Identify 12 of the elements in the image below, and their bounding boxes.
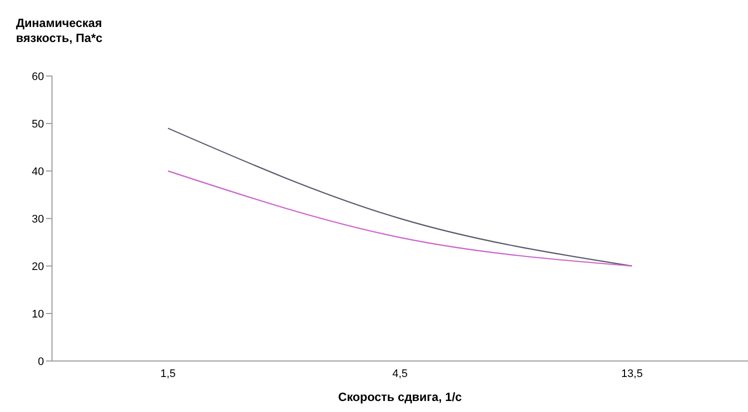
y-tick-label: 50	[32, 118, 44, 130]
y-tick-label: 40	[32, 166, 44, 178]
y-axis-title: Динамическая вязкость, Па*с	[16, 16, 104, 46]
x-tick-label: 1,5	[160, 368, 176, 380]
x-tick-label: 4,5	[392, 368, 408, 380]
y-tick-label: 60	[32, 70, 44, 83]
x-axis-title: Скорость сдвига, 1/с	[337, 390, 463, 404]
y-tick-label: 30	[32, 213, 44, 226]
y-tick-label: 20	[32, 260, 44, 273]
y-tick-label: 0	[38, 356, 44, 368]
x-tick-label: 13,5	[621, 368, 643, 380]
y-tick-label: 10	[32, 308, 44, 320]
